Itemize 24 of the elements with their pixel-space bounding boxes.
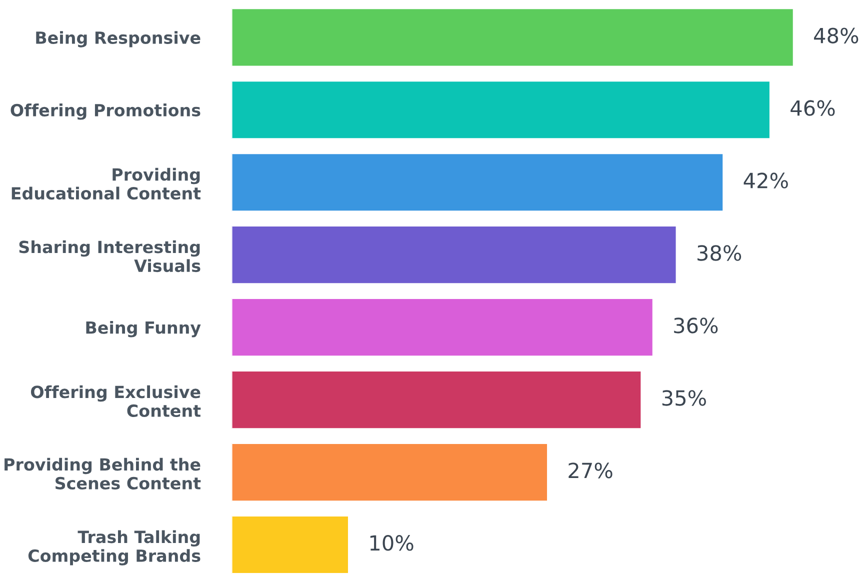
data-label: 42%: [744, 172, 788, 188]
bar: [232, 298, 654, 358]
y-tick-label: Being Responsive: [36, 31, 200, 48]
data-label: 35%: [662, 390, 706, 406]
data-label: 27%: [568, 462, 612, 478]
bar: [232, 8, 794, 68]
bar: [232, 152, 724, 212]
y-tick-label: Being Funny: [86, 320, 201, 338]
data-label: 38%: [698, 245, 742, 261]
data-label: 36%: [674, 318, 718, 334]
bar: [232, 225, 678, 285]
bar: [232, 442, 548, 502]
bar: [232, 515, 350, 574]
y-tick-label: Offering Exclusive Content: [30, 385, 201, 418]
bar: [232, 370, 642, 430]
bar: [232, 80, 771, 140]
data-label: 46%: [790, 100, 835, 116]
y-tick-label: Sharing Interesting Visuals: [19, 240, 200, 272]
y-tick-label: Providing Behind the Scenes Content: [4, 458, 201, 490]
data-label: 48%: [814, 28, 858, 44]
data-label: 10%: [370, 535, 414, 551]
y-tick-label: Offering Promotions: [10, 104, 200, 120]
y-tick-label: Trash Talking Competing Brands: [28, 530, 200, 566]
y-tick-label: Providing Educational Content: [12, 168, 201, 200]
